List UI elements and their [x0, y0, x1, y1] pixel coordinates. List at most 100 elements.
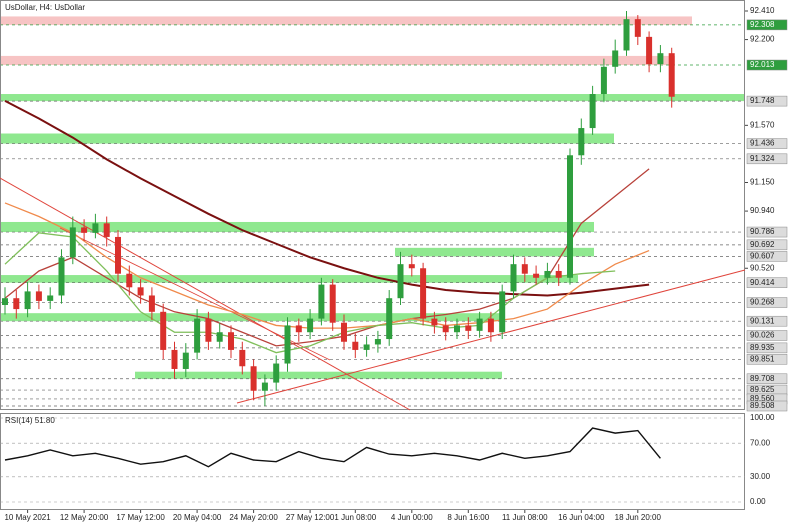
candle-body: [81, 227, 88, 233]
candle-body: [250, 366, 257, 391]
candle-body: [555, 270, 562, 278]
candle-body: [69, 227, 76, 258]
level-label: 92.013: [750, 60, 775, 69]
candle-body: [600, 66, 607, 95]
candle-body: [589, 94, 596, 129]
rsi-tick-label: 30.00: [750, 472, 771, 481]
level-label: 91.436: [750, 139, 775, 148]
main-panel: [0, 0, 745, 410]
x-tick-label: 18 Jun 20:00: [615, 513, 662, 522]
candle-body: [578, 128, 585, 156]
x-tick-label: 1 Jun 08:00: [334, 513, 376, 522]
moving-average: [4, 99, 650, 297]
y-tick-label: 91.150: [750, 178, 775, 187]
zone: [0, 275, 578, 283]
candle-body: [499, 291, 506, 333]
level-label: 90.268: [750, 298, 775, 307]
candle-body: [182, 352, 189, 369]
candle-body: [510, 264, 517, 292]
candle-body: [420, 268, 427, 319]
candle-body: [307, 318, 314, 333]
x-tick-label: 4 Jun 00:00: [391, 513, 433, 522]
level-box: [746, 59, 788, 71]
level-box: [746, 226, 788, 238]
candle-body: [341, 322, 347, 342]
level-box: [746, 297, 788, 308]
candle-body: [205, 318, 212, 342]
level-label: 90.607: [750, 252, 775, 261]
candle-body: [386, 298, 393, 340]
rsi-tick-label: 0.00: [750, 497, 766, 506]
candle-body: [634, 19, 641, 37]
candle-body: [442, 325, 449, 333]
level-label: 89.851: [750, 354, 775, 363]
candle-body: [194, 318, 201, 353]
level-box: [746, 251, 788, 262]
background-layer: [0, 16, 745, 407]
candle-body: [273, 363, 280, 383]
x-tick-label: 27 May 12:00: [286, 513, 335, 522]
candle-body: [408, 264, 415, 269]
candle-body: [623, 19, 630, 51]
level-label: 92.308: [750, 20, 775, 29]
candle-body: [668, 53, 675, 97]
candle-body: [397, 264, 404, 299]
rsi-panel: [0, 413, 745, 510]
candle-body: [24, 291, 31, 310]
level-box: [746, 330, 788, 341]
level-box: [746, 95, 788, 107]
x-tick-label: 20 May 04:00: [173, 513, 222, 522]
candle-body: [646, 36, 653, 65]
level-label: 89.935: [750, 343, 775, 352]
rsi-line: [4, 427, 661, 468]
candle-body: [567, 155, 573, 278]
y-tick-label: 90.520: [750, 263, 775, 272]
level-box: [746, 19, 788, 31]
x-tick-label: 10 May 2021: [4, 513, 51, 522]
x-tick-label: 11 Jun 08:00: [502, 513, 548, 522]
level-label: 89.560: [750, 394, 775, 403]
candle-body: [295, 325, 302, 333]
candle-body: [115, 236, 121, 274]
level-label: 90.786: [750, 227, 775, 236]
x-tick-label: 12 May 20:00: [60, 513, 109, 522]
chart-title: UsDollar, H4: UsDollar: [5, 3, 85, 12]
zone: [395, 247, 594, 257]
candle-body: [454, 325, 460, 333]
x-tick-label: 16 Jun 04:00: [558, 513, 605, 522]
candle-body: [47, 295, 54, 301]
level-label: 90.692: [750, 240, 775, 249]
rsi-tick-label: 100.00: [750, 413, 775, 422]
candle-body: [2, 298, 8, 306]
level-label: 89.508: [750, 401, 775, 410]
x-tick-label: 8 Jun 16:00: [447, 513, 489, 522]
zone: [135, 371, 502, 379]
level-box: [746, 373, 788, 385]
level-box: [746, 239, 788, 251]
level-box: [746, 354, 788, 365]
candle-body: [487, 318, 494, 333]
rsi-tick-label: 70.00: [750, 438, 771, 447]
rsi-label: RSI(14) 51.80: [5, 416, 55, 425]
level-label: 90.026: [750, 331, 775, 340]
candle-body: [465, 325, 472, 331]
candle-body: [35, 291, 42, 301]
candle-body: [92, 223, 99, 233]
candle-body: [284, 325, 291, 364]
candle-body: [13, 298, 20, 310]
candle-body: [126, 273, 133, 288]
candle-body: [216, 332, 223, 342]
level-label: 89.708: [750, 374, 775, 383]
candle-body: [148, 295, 155, 312]
level-label: 90.131: [750, 316, 775, 325]
x-tick-label: 24 May 20:00: [229, 513, 278, 522]
candle-body: [329, 284, 336, 323]
candle-body: [533, 273, 540, 278]
y-tick-label: 90.940: [750, 206, 775, 215]
candle-body: [363, 344, 370, 350]
zone: [0, 16, 692, 25]
candle-body: [374, 339, 381, 345]
zone: [0, 133, 614, 144]
level-label: 90.414: [750, 278, 775, 287]
